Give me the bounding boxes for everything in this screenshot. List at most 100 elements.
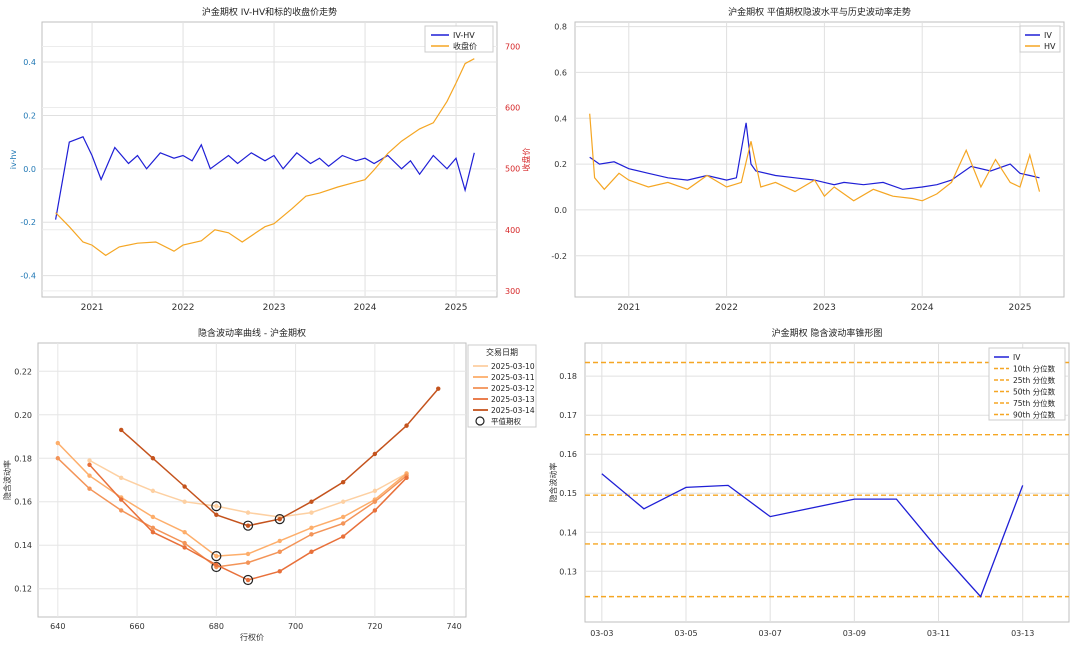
data-point bbox=[277, 516, 282, 522]
chart-vol-smile: 640 660 680 700 720 740 0.12 0.14 0.16 0.18 0.20 0.… bbox=[2, 327, 537, 642]
y-tick-label: -0.4 bbox=[20, 272, 36, 281]
atm-marker bbox=[242, 520, 254, 531]
data-point bbox=[245, 577, 251, 583]
series-line-hv bbox=[589, 113, 1041, 202]
data-point bbox=[340, 514, 346, 520]
data-point bbox=[119, 508, 124, 513]
y-tick-label: 0.4 bbox=[554, 114, 567, 123]
x-tick-label: 2023 bbox=[263, 303, 286, 313]
data-point bbox=[214, 503, 219, 509]
legend: 交易日期 2025-03-10 2025-03-11 2025-03-12 2025-0… bbox=[467, 344, 537, 428]
x-tick-label: 03-09 bbox=[843, 629, 866, 638]
data-point bbox=[309, 549, 314, 554]
data-point bbox=[182, 529, 187, 535]
data-point bbox=[87, 458, 92, 463]
legend-label: 75th 分位数 bbox=[1013, 398, 1056, 408]
y2-axis-label: 收盘价 bbox=[521, 148, 531, 172]
plot-frame bbox=[41, 21, 498, 298]
y-tick-label: 0.0 bbox=[554, 206, 567, 215]
data-point bbox=[372, 499, 378, 504]
data-point bbox=[277, 538, 282, 544]
x-tick-label: 2024 bbox=[911, 303, 934, 313]
x-tick-label: 700 bbox=[288, 622, 303, 631]
data-point bbox=[404, 423, 409, 428]
x-tick-label: 2022 bbox=[172, 303, 195, 313]
legend-label: HV bbox=[1044, 42, 1056, 51]
chart-iv-hv-levels: 2021 2022 2023 2024 2025 -0.2 0.0 0.2 0.4 0.6 0.8 沪… bbox=[551, 6, 1065, 313]
plot-frame bbox=[574, 21, 1065, 298]
data-point bbox=[245, 560, 251, 565]
x-tick-label: 720 bbox=[367, 622, 382, 631]
data-point bbox=[340, 534, 346, 539]
data-point bbox=[245, 510, 251, 515]
data-point bbox=[150, 525, 156, 531]
x-tick-label: 2021 bbox=[81, 303, 104, 313]
atm-marker bbox=[211, 551, 222, 562]
x-tick-label: 740 bbox=[446, 622, 461, 631]
y2-tick-label: 400 bbox=[505, 226, 520, 235]
x-tick-label: 03-13 bbox=[1011, 629, 1034, 638]
y2-tick-label: 600 bbox=[505, 104, 520, 113]
data-point bbox=[87, 473, 92, 478]
atm-marker bbox=[242, 574, 254, 586]
legend-label: 收盘价 bbox=[453, 41, 477, 51]
y-tick-label: -0.2 bbox=[20, 218, 36, 227]
y-tick-label: 0.16 bbox=[14, 498, 32, 507]
data-point bbox=[277, 569, 282, 574]
data-point bbox=[340, 521, 346, 526]
y-tick-label: 0.13 bbox=[559, 567, 577, 576]
chart-title: 沪金期权 隐含波动率锥形图 bbox=[772, 327, 883, 339]
data-point bbox=[119, 497, 124, 502]
legend-label: IV-HV bbox=[453, 31, 475, 40]
y-axis-label: iv-hv bbox=[9, 150, 18, 170]
y-tick-label: 0.12 bbox=[14, 585, 32, 594]
data-point bbox=[182, 484, 187, 489]
data-point bbox=[150, 456, 156, 461]
legend-title: 交易日期 bbox=[486, 347, 518, 357]
series-line-ivhv bbox=[55, 136, 475, 220]
legend-label: 2025-03-12 bbox=[491, 384, 535, 393]
data-point bbox=[214, 512, 219, 517]
legend-label: 2025-03-10 bbox=[491, 362, 535, 371]
legend-box bbox=[424, 25, 494, 53]
series-line-iv bbox=[601, 473, 1024, 598]
chart-title: 沪金期权 IV-HV和标的收盘价走势 bbox=[202, 6, 337, 18]
y-tick-label: 0.0 bbox=[23, 165, 36, 174]
x-tick-label: 2023 bbox=[813, 303, 836, 313]
x-tick-label: 680 bbox=[209, 622, 224, 631]
y-tick-label: 0.18 bbox=[14, 454, 32, 463]
y-tick-label: 0.16 bbox=[559, 450, 577, 459]
legend-label: 2025-03-11 bbox=[491, 373, 535, 382]
legend-label: 25th 分位数 bbox=[1013, 375, 1056, 385]
legend-label: 平值期权 bbox=[491, 416, 521, 426]
y2-tick-label: 700 bbox=[505, 42, 520, 51]
data-point bbox=[309, 525, 314, 531]
data-point bbox=[372, 488, 378, 494]
y-axis-label: 隐含波动率 bbox=[548, 463, 558, 503]
data-point bbox=[372, 451, 378, 457]
legend-box bbox=[1019, 25, 1061, 53]
data-point bbox=[182, 545, 187, 550]
chart-vol-cone: 03-03 03-05 03-07 03-09 03-11 03-13 0.13 0.14 0.… bbox=[548, 327, 1070, 638]
legend-box bbox=[467, 344, 537, 428]
data-point bbox=[182, 499, 187, 504]
legend: IV HV bbox=[1019, 25, 1061, 53]
y-tick-label: 0.18 bbox=[559, 372, 577, 381]
y-axis-label: 隐含波动率 bbox=[2, 460, 12, 500]
y-tick-label: 0.6 bbox=[554, 68, 567, 77]
data-point bbox=[372, 508, 378, 513]
legend-label: IV bbox=[1044, 31, 1052, 40]
legend-label: 2025-03-14 bbox=[491, 406, 535, 415]
data-point bbox=[55, 440, 61, 446]
y-tick-label: 0.8 bbox=[554, 23, 567, 32]
y2-tick-label: 300 bbox=[505, 287, 520, 296]
data-point bbox=[309, 510, 314, 515]
data-point bbox=[150, 488, 156, 494]
y-tick-label: 0.4 bbox=[23, 58, 36, 67]
x-tick-label: 03-07 bbox=[759, 629, 782, 638]
x-axis-label: 行权价 bbox=[240, 632, 264, 642]
legend-label: 10th 分位数 bbox=[1013, 364, 1056, 374]
x-tick-label: 03-05 bbox=[674, 629, 697, 638]
